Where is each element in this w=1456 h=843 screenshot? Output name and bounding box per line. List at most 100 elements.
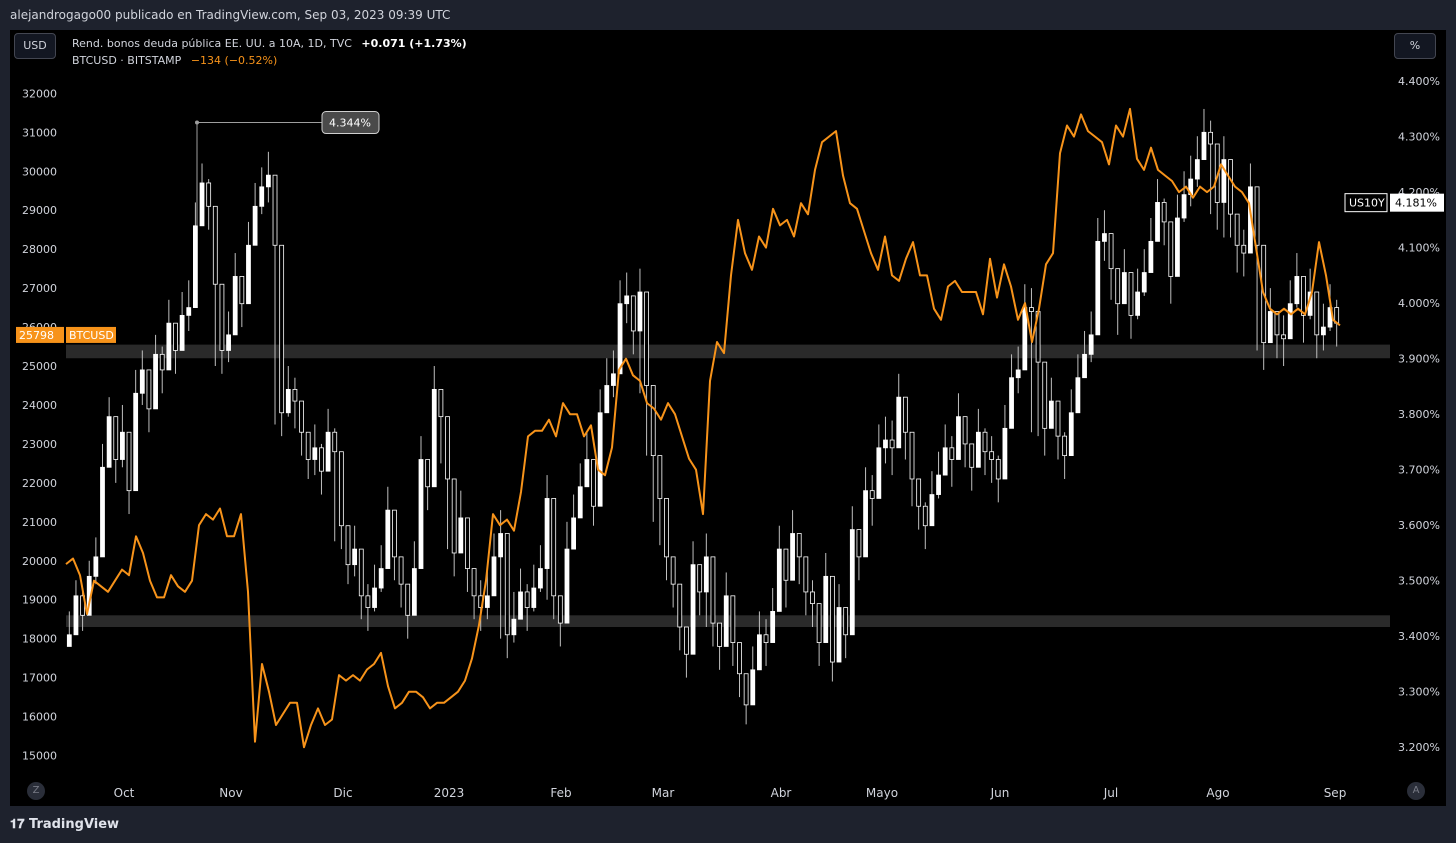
- btc-candle: [1181, 194, 1187, 219]
- btc-candle: [285, 388, 291, 414]
- btc-last-price-value: 25798: [19, 329, 54, 342]
- btc-last-price-box: [16, 326, 64, 343]
- btc-candle: [916, 478, 922, 507]
- x-axis-label-10: Ago: [1206, 786, 1229, 800]
- left-axis-tick-7: 25000: [22, 360, 57, 373]
- btc-candle: [1148, 240, 1154, 273]
- btc-candle: [650, 385, 656, 457]
- percent-scale-button[interactable]: %: [1394, 33, 1436, 59]
- btc-candle: [451, 478, 457, 554]
- btc-candle: [670, 556, 676, 585]
- btc-candle: [305, 431, 311, 460]
- btc-candle: [1075, 377, 1081, 414]
- btc-candle: [929, 494, 935, 527]
- btc-candle: [564, 548, 570, 624]
- chart-svg[interactable]: 3200031000300002900028000270002600025000…: [10, 30, 1446, 806]
- btc-candle: [1175, 217, 1180, 277]
- right-axis-tick-12: 3.200%: [1398, 741, 1440, 754]
- btc-candle: [1155, 202, 1160, 242]
- right-axis-tick-10: 3.400%: [1398, 630, 1440, 643]
- left-axis-tick-8: 24000: [22, 399, 57, 412]
- btc-candle: [1029, 307, 1034, 312]
- btc-candle: [1267, 311, 1273, 344]
- x-axis-label-1: Nov: [219, 786, 242, 800]
- btc-candle: [1015, 369, 1021, 379]
- zoom-left-button[interactable]: Z: [27, 782, 45, 800]
- us10y-line: [65, 107, 1341, 749]
- btc-candle: [597, 412, 603, 507]
- left-axis-tick-17: 15000: [22, 750, 57, 763]
- left-axis-tick-1: 31000: [22, 126, 57, 139]
- btc-candle: [1108, 233, 1114, 270]
- left-axis-tick-14: 18000: [22, 633, 57, 646]
- x-axis-label-8: Jun: [990, 786, 1010, 800]
- btc-candle: [372, 587, 377, 608]
- btc-candle: [365, 595, 371, 608]
- x-axis-label-0: Oct: [114, 786, 135, 800]
- btc-candle: [956, 416, 961, 460]
- tradingview-logo[interactable]: 𝟏𝟕 TradingView: [10, 817, 119, 832]
- legend-row-btc: BTCUSD · BITSTAMP −134 (−0.52%): [72, 54, 277, 67]
- legend-btc-change: −134 (−0.52%): [190, 54, 278, 67]
- auto-scale-button[interactable]: A: [1407, 782, 1425, 800]
- x-axis-label-9: Jul: [1103, 786, 1118, 800]
- left-axis-tick-13: 19000: [22, 594, 57, 607]
- btc-candle: [126, 431, 132, 492]
- right-axis-tick-3: 4.100%: [1398, 242, 1440, 255]
- btc-candle: [232, 276, 238, 336]
- x-axis-label-3: 2023: [434, 786, 465, 800]
- btc-candle: [1241, 244, 1247, 254]
- btc-candle: [325, 431, 331, 472]
- btc-candle: [392, 509, 397, 558]
- chart-area[interactable]: 3200031000300002900028000270002600025000…: [10, 30, 1446, 806]
- btc-candle: [677, 583, 683, 628]
- btc-candle: [896, 396, 902, 449]
- btc-candle: [790, 533, 795, 581]
- right-axis-tick-6: 3.800%: [1398, 408, 1440, 421]
- btc-candle: [836, 607, 842, 663]
- btc-candle: [219, 283, 225, 351]
- btc-candle: [491, 556, 497, 597]
- btc-candle: [730, 595, 736, 643]
- btc-candle: [1274, 311, 1280, 336]
- btc-candle: [252, 205, 258, 246]
- btc-candle: [577, 486, 583, 519]
- currency-button[interactable]: USD: [14, 33, 56, 59]
- btc-candle: [358, 548, 364, 597]
- btc-candle: [226, 334, 231, 351]
- btc-candle: [179, 314, 185, 351]
- btc-candle: [1068, 412, 1074, 457]
- btc-candle: [438, 388, 444, 418]
- btc-candle: [982, 431, 988, 453]
- btc-candle: [823, 575, 829, 643]
- btc-candle: [604, 385, 610, 414]
- btc-candle: [922, 505, 928, 527]
- btc-candle: [345, 525, 351, 566]
- btc-candle: [73, 595, 79, 636]
- btc-candle: [411, 568, 417, 616]
- btc-candle: [849, 529, 855, 636]
- btc-candle: [770, 611, 776, 643]
- btc-candle: [1128, 272, 1134, 316]
- btc-candle: [113, 416, 119, 460]
- btc-candle: [743, 673, 749, 706]
- btc-candle: [544, 498, 550, 569]
- btc-candle: [192, 225, 198, 308]
- btc-candle: [1082, 353, 1087, 379]
- btc-candle: [644, 291, 649, 386]
- btc-candle: [431, 388, 437, 488]
- right-axis-tick-5: 3.900%: [1398, 353, 1440, 366]
- btc-candle: [418, 459, 424, 569]
- btc-candle: [139, 369, 145, 394]
- btc-candle: [1314, 291, 1320, 336]
- btc-candle: [969, 443, 975, 468]
- btc-candle: [511, 618, 517, 636]
- btc-candle: [876, 447, 882, 499]
- btc-candle: [863, 490, 868, 558]
- btc-candle: [723, 595, 729, 647]
- btc-candle: [830, 575, 835, 663]
- legend-btc-name: BTCUSD · BITSTAMP: [72, 54, 182, 67]
- btc-candle: [551, 498, 557, 597]
- us10y-last-value: 4.181%: [1395, 197, 1437, 210]
- btc-candle: [471, 568, 477, 597]
